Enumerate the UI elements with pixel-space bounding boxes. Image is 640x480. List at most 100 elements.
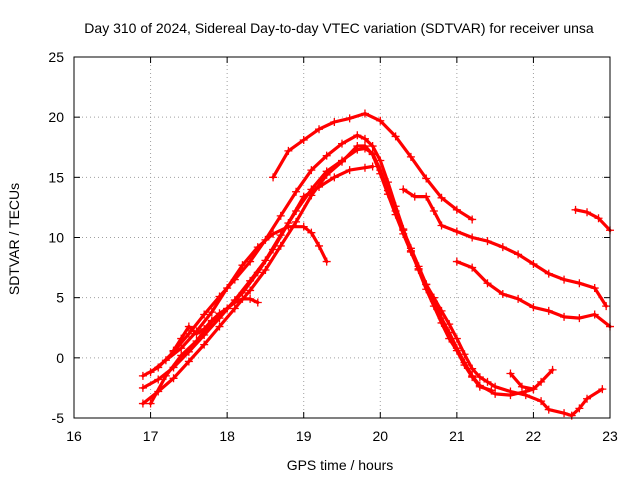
x-axis-label: GPS time / hours <box>287 457 394 473</box>
data-point <box>514 250 523 259</box>
data-point <box>468 364 477 373</box>
data-point <box>544 306 553 315</box>
data-point <box>437 221 446 230</box>
series-line <box>149 225 329 374</box>
chart-title: Day 310 of 2024, Sidereal Day-to-day VTE… <box>84 20 594 36</box>
data-point <box>529 385 538 394</box>
data-point <box>223 284 232 293</box>
data-point <box>207 308 216 317</box>
data-point <box>322 151 331 160</box>
data-point <box>452 344 461 353</box>
x-tick-label: 17 <box>143 428 159 444</box>
data-point <box>299 136 308 145</box>
data-point <box>368 162 377 171</box>
data-point <box>200 310 209 319</box>
data-point <box>437 193 446 202</box>
data-point <box>161 371 170 380</box>
data-point <box>269 245 278 254</box>
data-point <box>602 302 611 311</box>
data-point <box>261 265 270 274</box>
data-point <box>575 314 584 323</box>
data-point <box>169 374 178 383</box>
data-point <box>445 320 454 329</box>
axes: 16 17 18 19 20 21 22 23 -5 0 5 10 15 20 25 <box>48 49 618 444</box>
series-line <box>455 260 612 329</box>
data-point <box>292 217 301 226</box>
data-point <box>406 152 415 161</box>
data-point <box>338 139 346 148</box>
series-track-9 <box>452 257 614 331</box>
y-tick-label: 15 <box>48 169 64 185</box>
data-point <box>560 312 569 321</box>
data-point <box>353 131 362 140</box>
data-point <box>583 208 592 217</box>
series-track-8 <box>399 185 611 311</box>
data-point <box>468 215 477 224</box>
data-point <box>422 280 431 289</box>
data-point <box>452 227 461 236</box>
data-point <box>360 134 369 143</box>
series-line <box>508 368 555 391</box>
data-point <box>491 389 500 398</box>
x-tick-label: 23 <box>602 428 618 444</box>
y-tick-label: 25 <box>48 49 64 65</box>
data-point <box>529 259 538 268</box>
y-tick-label: 0 <box>56 350 64 366</box>
series-line <box>141 133 493 392</box>
y-tick-label: 10 <box>48 230 64 246</box>
data-point <box>560 275 569 284</box>
data-point <box>192 336 201 345</box>
data-point <box>583 394 592 403</box>
data-point <box>483 279 492 288</box>
data-point <box>169 346 178 355</box>
data-point <box>560 409 569 418</box>
data-point <box>269 229 278 238</box>
data-point <box>238 294 247 303</box>
series-track-4 <box>146 162 377 408</box>
data-point <box>360 109 369 118</box>
data-point <box>429 207 438 216</box>
series-track-7 <box>269 109 477 224</box>
data-point <box>138 383 147 392</box>
data-point <box>253 243 262 252</box>
plot-frame <box>73 56 611 419</box>
data-point <box>138 371 147 380</box>
x-tick-label: 21 <box>449 428 465 444</box>
data-point <box>292 187 301 196</box>
series-track-1 <box>138 131 496 395</box>
data-point <box>506 387 515 396</box>
series-track-11 <box>506 365 557 394</box>
x-tick-label: 18 <box>219 428 235 444</box>
data-point <box>230 298 239 307</box>
series-track-6 <box>169 294 262 355</box>
data-point <box>468 263 477 272</box>
data-point <box>138 399 147 408</box>
data-point <box>284 146 293 155</box>
data-point <box>360 163 369 172</box>
data-point <box>307 166 316 175</box>
x-tick-label: 19 <box>296 428 312 444</box>
data-point <box>491 382 500 391</box>
data-point <box>590 284 599 293</box>
data-point <box>594 214 603 223</box>
data-point <box>192 329 201 338</box>
data-point <box>376 169 385 178</box>
data-point <box>468 233 477 242</box>
series-line <box>573 208 612 232</box>
series-line <box>141 144 604 418</box>
data-point <box>307 228 316 237</box>
x-tick-label: 16 <box>66 428 82 444</box>
data-point <box>322 170 331 179</box>
data-point <box>200 324 209 333</box>
data-point <box>517 382 526 391</box>
data-point <box>330 117 339 126</box>
data-point <box>498 243 507 252</box>
x-tick-label: 22 <box>526 428 542 444</box>
y-tick-label: 20 <box>48 109 64 125</box>
data-point <box>161 356 170 365</box>
data-point <box>338 157 346 166</box>
data-point <box>315 241 324 250</box>
data-point <box>200 340 209 349</box>
data-point <box>544 405 553 414</box>
data-point <box>207 316 216 325</box>
